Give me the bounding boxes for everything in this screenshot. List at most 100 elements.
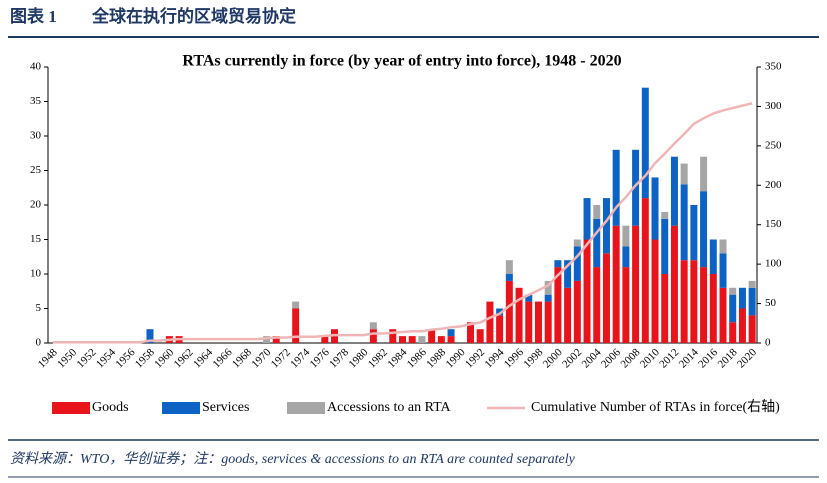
bar-segment <box>554 267 562 343</box>
figure-label: 图表 1 <box>10 6 57 26</box>
x-tick-label: 1952 <box>75 346 99 370</box>
x-tick-label: 1990 <box>444 346 468 370</box>
bar-segment <box>641 87 649 199</box>
x-tick-label: 1986 <box>405 346 429 370</box>
bar-segment <box>622 267 630 343</box>
bar-segment <box>399 336 406 343</box>
bar-segment <box>408 336 416 343</box>
x-tick-label: 1992 <box>463 346 487 370</box>
y-tick-label: 5 <box>36 302 42 314</box>
bar-segment <box>738 308 746 343</box>
bar-segment <box>593 267 601 343</box>
bar-segment <box>651 177 659 240</box>
bar-segment <box>748 287 756 316</box>
bar-segment <box>476 329 484 343</box>
bar-segment <box>292 301 300 309</box>
bar-segment <box>612 149 620 226</box>
x-tick-label: 2020 <box>735 346 759 370</box>
bar-segment <box>700 267 708 343</box>
x-tick-label: 2006 <box>599 346 623 370</box>
y2-tick-label: 50 <box>765 297 777 309</box>
x-tick-label: 1994 <box>482 346 506 370</box>
y-tick-label: 35 <box>30 95 42 107</box>
x-tick-label: 2012 <box>657 346 681 370</box>
bar-segment <box>389 329 397 343</box>
x-tick-label: 1966 <box>211 346 235 370</box>
bar-segment <box>544 301 552 343</box>
y2-tick-label: 100 <box>765 258 782 270</box>
y-tick-label: 15 <box>30 233 42 245</box>
x-tick-label: 1982 <box>366 346 390 370</box>
bar-segment <box>622 225 630 247</box>
y2-tick-label: 150 <box>765 218 782 230</box>
bar-segment <box>428 329 436 343</box>
y2-tick-label: 300 <box>765 100 782 112</box>
x-tick-label: 2008 <box>618 346 642 370</box>
bar-segment <box>738 287 746 309</box>
bar-segment <box>661 218 669 274</box>
y2-tick-label: 0 <box>765 337 771 349</box>
bar-segment <box>729 294 737 323</box>
x-tick-label: 2018 <box>716 346 740 370</box>
bar-segment <box>748 315 756 343</box>
x-tick-label: 1968 <box>230 346 254 370</box>
x-tick-label: 2002 <box>560 346 584 370</box>
x-tick-label: 1978 <box>327 346 351 370</box>
bar-segment <box>466 322 474 343</box>
x-tick-label: 1964 <box>191 346 215 370</box>
x-tick-label: 2000 <box>541 346 565 370</box>
bar-segment <box>564 260 572 288</box>
legend-swatch <box>287 402 325 414</box>
x-tick-label: 1984 <box>385 346 409 370</box>
x-tick-label: 1974 <box>288 346 312 370</box>
bar-segment <box>583 198 591 240</box>
bar-segment <box>292 308 300 343</box>
x-tick-label: 1976 <box>308 346 332 370</box>
legend-label: Services <box>202 400 249 415</box>
bar-segment <box>719 253 727 288</box>
chart-title: RTAs currently in force (by year of entr… <box>182 53 621 70</box>
x-tick-label: 1962 <box>172 346 196 370</box>
bar-segment <box>525 301 533 343</box>
bar-segment <box>632 149 640 226</box>
bar-segment <box>719 287 727 343</box>
x-tick-label: 1972 <box>269 346 293 370</box>
bar-segment <box>680 163 688 185</box>
bar-segment <box>544 280 552 295</box>
x-tick-label: 1950 <box>55 346 79 370</box>
bar-segment <box>437 336 445 343</box>
x-tick-label: 1954 <box>94 346 118 370</box>
bar-segment <box>602 253 610 343</box>
bar-segment <box>670 156 678 226</box>
bar-segment <box>709 239 717 274</box>
source-note: 资料来源：WTO，华创证券；注：goods, services & access… <box>10 451 576 467</box>
x-tick-label: 2016 <box>696 346 720 370</box>
x-tick-label: 1958 <box>133 346 157 370</box>
bar-segment <box>622 246 630 268</box>
bar-segment <box>525 294 533 302</box>
bar-segment <box>680 184 688 261</box>
figure-title: 全球在执行的区域贸易协定 <box>91 6 296 26</box>
bar-segment <box>369 322 377 330</box>
bar-segment <box>729 287 737 295</box>
y-tick-label: 25 <box>30 164 42 176</box>
bar-segment <box>729 322 737 343</box>
bar-segment <box>709 274 717 343</box>
bar-segment <box>496 308 504 316</box>
bar-segment <box>593 218 601 268</box>
x-tick-label: 2014 <box>677 346 701 370</box>
bar-segment <box>583 239 591 343</box>
x-tick-label: 2010 <box>638 346 662 370</box>
y-tick-label: 30 <box>30 130 42 142</box>
bar-segment <box>641 198 649 343</box>
bar-segment <box>661 211 669 219</box>
bar-segment <box>505 274 513 281</box>
y-tick-label: 40 <box>30 61 42 73</box>
x-tick-label: 1980 <box>347 346 371 370</box>
bar-segment <box>554 260 562 268</box>
y2-tick-label: 350 <box>765 61 782 73</box>
bar-segment <box>505 260 513 274</box>
bar-segment <box>700 191 708 268</box>
bar-segment <box>632 225 640 343</box>
